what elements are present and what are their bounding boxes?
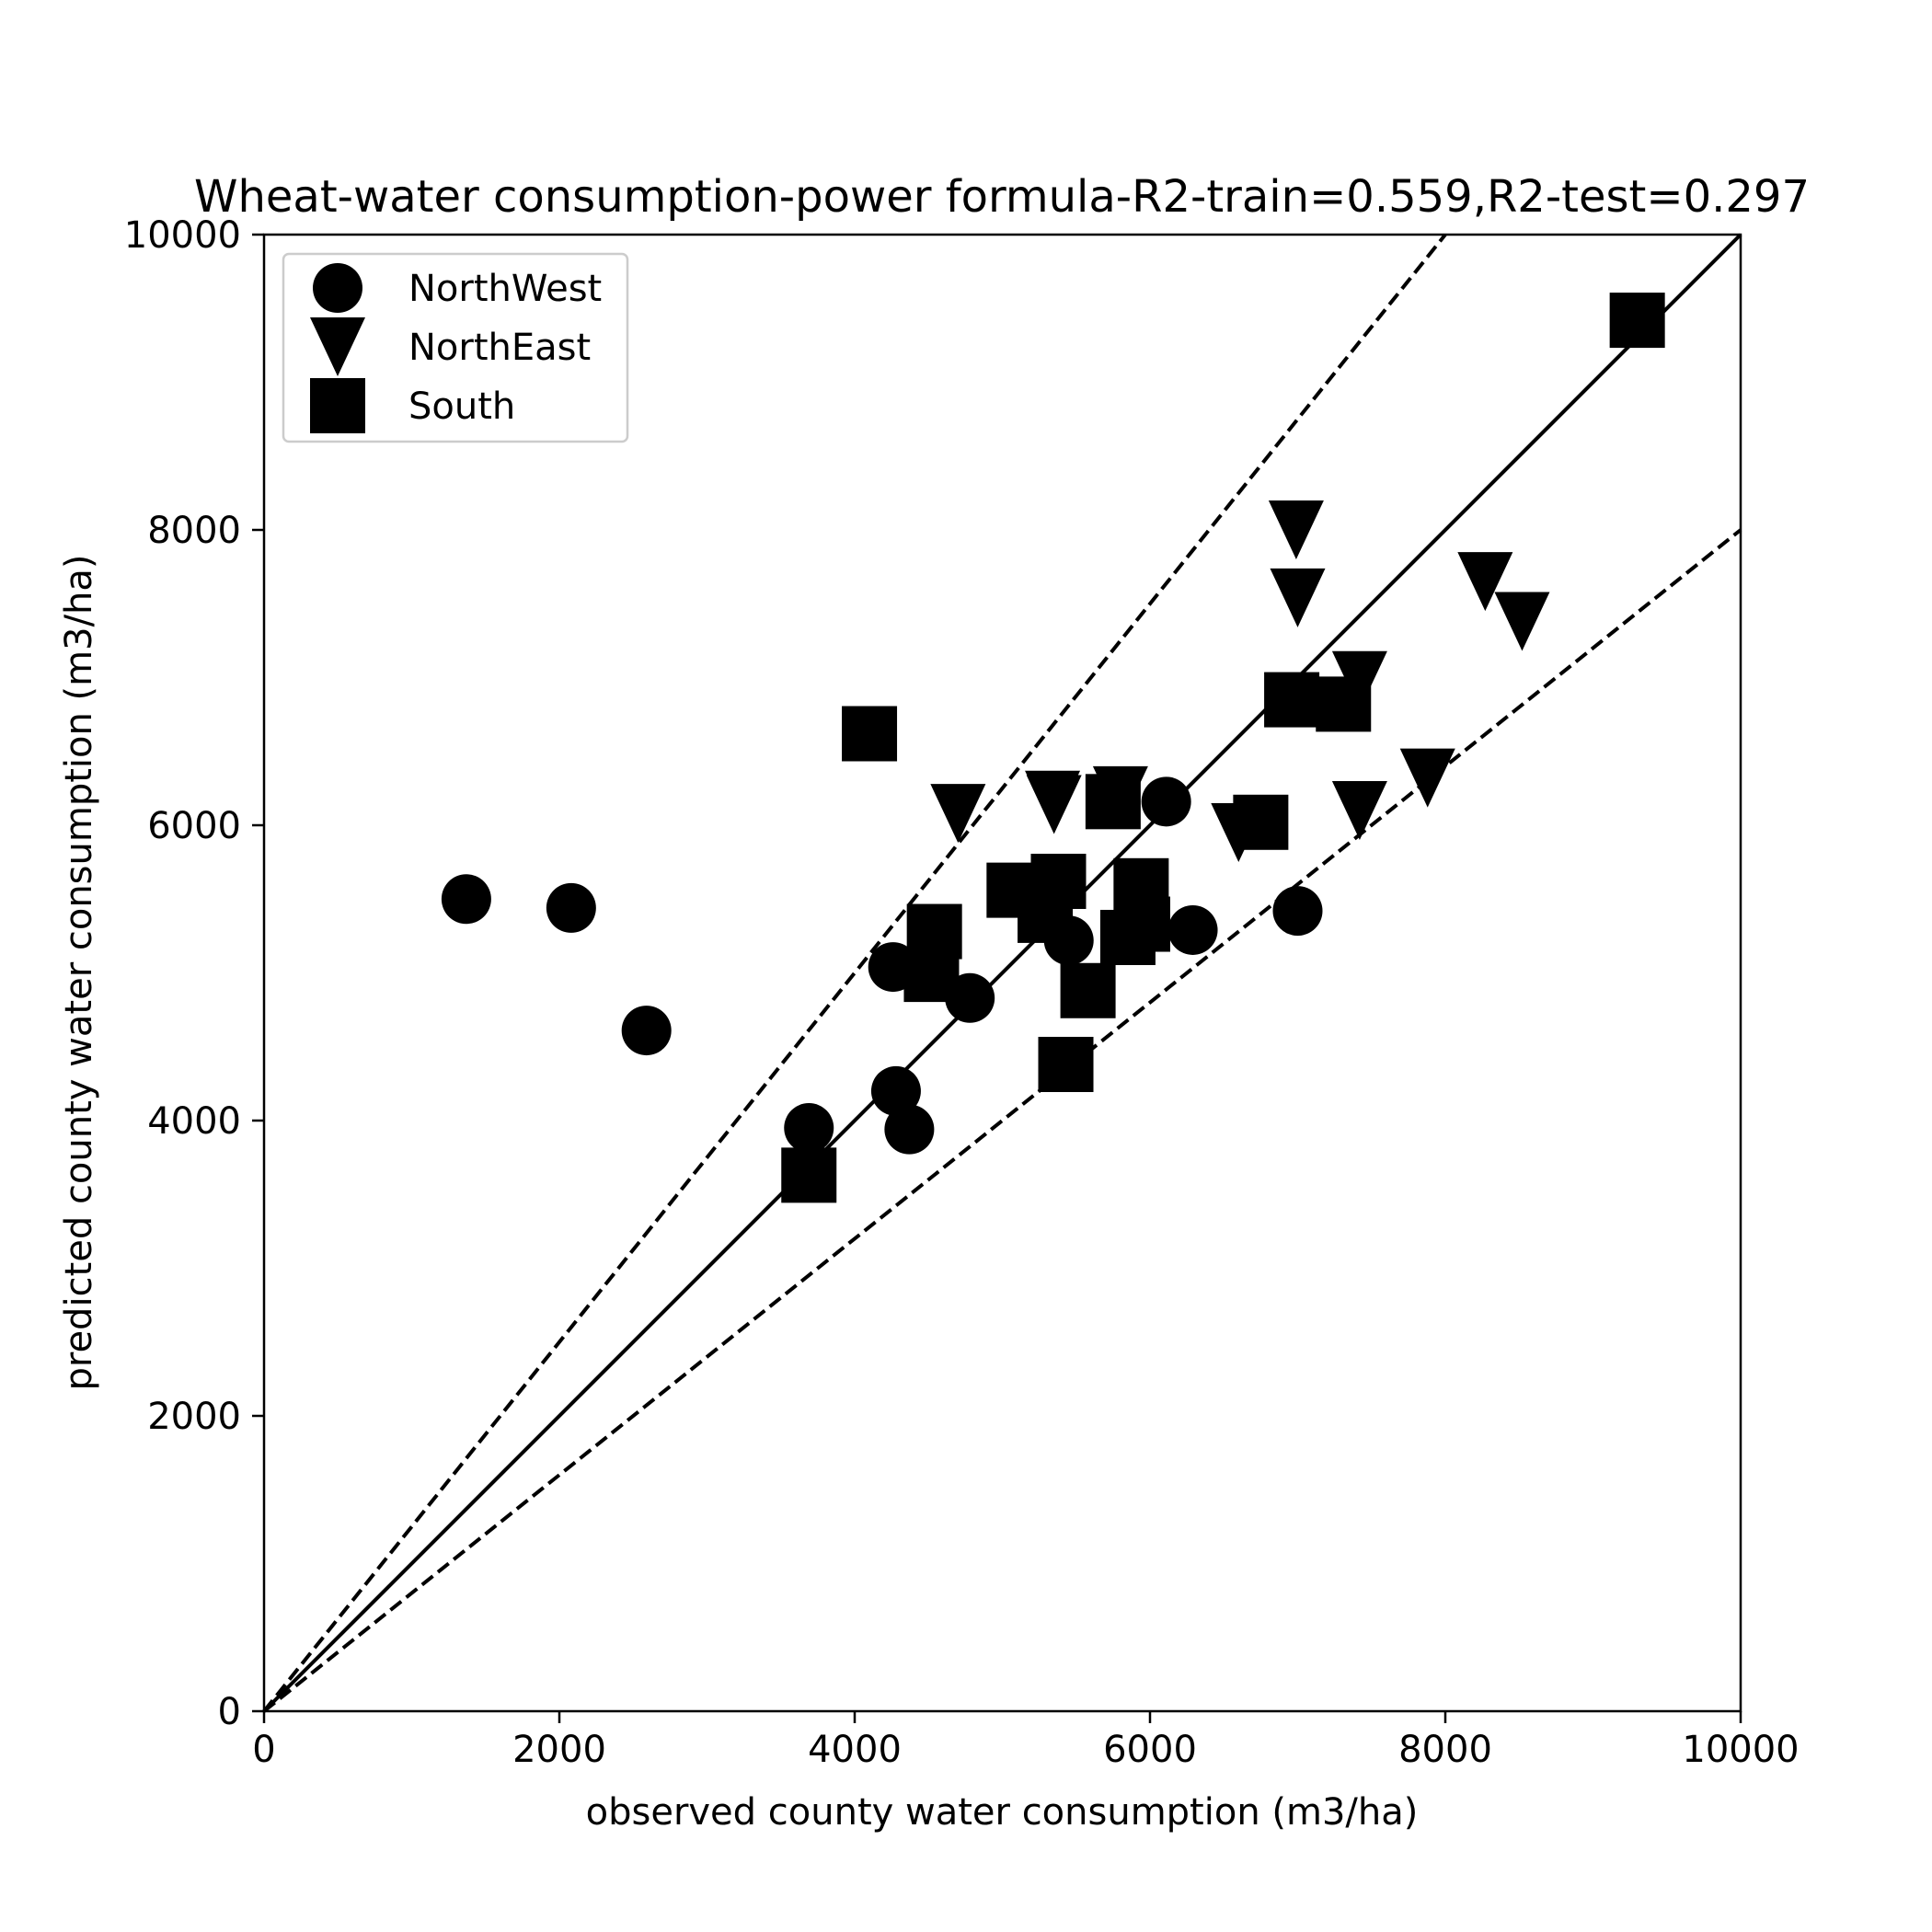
x-tick-label-8000: 8000 (1398, 1729, 1492, 1771)
point-south-14 (1233, 794, 1289, 850)
point-northeast-9 (1331, 780, 1387, 840)
point-northwest-7 (884, 1104, 935, 1155)
y-tick-label-6000: 6000 (147, 805, 241, 847)
reference-line-2 (262, 233, 1447, 1713)
point-south-7 (1030, 853, 1087, 909)
point-south-16 (1316, 676, 1372, 732)
legend-marker-northeast (310, 317, 365, 376)
legend-box (282, 252, 629, 443)
legend-marker-south (310, 378, 365, 433)
x-axis-label: observed county water consumption (m3/ha… (586, 1791, 1419, 1834)
x-tick-label-10000: 10000 (1682, 1729, 1799, 1771)
x-tick-label-2000: 2000 (512, 1729, 606, 1771)
point-northeast-7 (1270, 568, 1326, 627)
point-northwest-1 (441, 874, 491, 925)
point-south-8 (1038, 1037, 1094, 1093)
legend-label-northwest: NorthWest (408, 268, 602, 310)
point-northeast-10 (1399, 748, 1455, 808)
reference-line-1 (262, 233, 1742, 1713)
point-south-9 (1060, 962, 1116, 1018)
point-northwest-11 (1167, 904, 1218, 955)
y-tick-label-2000: 2000 (147, 1396, 241, 1438)
point-south-2 (842, 706, 898, 762)
y-tick-label-10000: 10000 (124, 214, 241, 257)
point-south-10 (1085, 774, 1141, 830)
x-tick-label-6000: 6000 (1103, 1729, 1197, 1771)
y-tick-label-4000: 4000 (147, 1100, 241, 1143)
reference-lines (262, 233, 1742, 1713)
point-northwest-12 (1272, 886, 1323, 937)
data-markers (441, 293, 1665, 1203)
point-south-15 (1264, 672, 1320, 728)
axes-frame (262, 233, 1742, 1713)
point-northeast-6 (1268, 500, 1324, 559)
point-northeast-3 (1025, 770, 1081, 830)
point-northeast-12 (1494, 592, 1550, 651)
legend-marker-northwest (313, 263, 362, 313)
point-south-1 (781, 1147, 837, 1203)
legend: NorthWest NorthEast South (282, 252, 629, 443)
reference-line-3 (262, 528, 1742, 1713)
point-northwest-2 (546, 882, 596, 933)
legend-label-northeast: NorthEast (408, 327, 591, 369)
y-tick-label-0: 0 (218, 1691, 241, 1733)
point-south-13 (1114, 896, 1170, 952)
point-northwest-6 (870, 1065, 921, 1116)
y-axis-label: predicted county water consumption (m3/h… (58, 554, 100, 1390)
point-northeast-11 (1457, 552, 1513, 612)
point-south-4 (903, 947, 960, 1003)
point-northwest-3 (621, 1006, 672, 1056)
y-tick-label-8000: 8000 (147, 510, 241, 552)
legend-label-south: South (408, 385, 515, 428)
chart-title: Wheat-water consumption-power formula-R2… (194, 171, 1810, 223)
point-northeast-1 (930, 784, 986, 844)
x-tick-label-0: 0 (252, 1729, 275, 1771)
x-tick-label-4000: 4000 (808, 1729, 902, 1771)
axis-ticks: 0 2000 4000 6000 8000 10000 0 2000 4000 6000 8000 1… (124, 214, 1800, 1771)
point-northwest-10 (1141, 776, 1191, 827)
point-northwest-4 (784, 1103, 834, 1154)
point-south-17 (1609, 293, 1665, 349)
